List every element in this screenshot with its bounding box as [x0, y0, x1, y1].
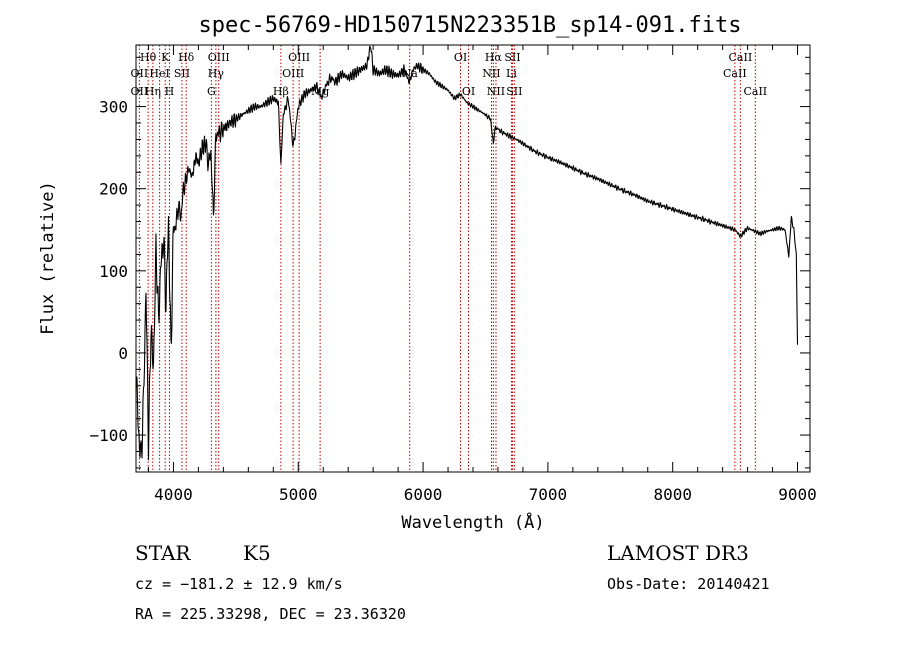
redshift-velocity: cz = −181.2 ± 12.9 km/s	[135, 575, 343, 593]
line-label-row3-7: NII	[487, 85, 505, 98]
line-label-row3-2: H	[165, 85, 175, 98]
x-axis-ticks: 4000 5000 6000 7000 8000 9000	[147, 45, 817, 504]
line-label-row1-4: OIII	[288, 51, 310, 64]
line-label-row2-2: SII	[174, 67, 190, 80]
line-label-row2-8: CaII	[723, 67, 747, 80]
observation-date: Obs-Date: 20140421	[607, 575, 770, 593]
line-label-row2-7: Li	[506, 67, 517, 80]
x-tick-label-3: 7000	[529, 485, 568, 504]
line-label-row1-1: K	[161, 51, 170, 64]
y-axis-label: Flux (relative)	[38, 181, 58, 335]
y-tick-label-0: −100	[89, 426, 128, 445]
line-label-row3-4: Hβ	[273, 85, 289, 98]
spectrum-line-0	[135, 45, 799, 461]
chart-title: spec-56769-HD150715N223351B_sp14-091.fit…	[198, 13, 741, 38]
line-label-row3-9: CaII	[743, 85, 767, 98]
y-tick-label-3: 200	[99, 180, 128, 199]
x-axis-label: Wavelength (Å)	[401, 511, 544, 533]
line-label-row1-0: Hθ	[140, 51, 157, 64]
line-label-row1-5: OI	[454, 51, 467, 64]
line-label-row3-6: OI	[462, 85, 475, 98]
line-label-row2-6: NII	[482, 67, 500, 80]
survey-name: LAMOST DR3	[607, 541, 749, 565]
line-label-row1-2: Hδ	[178, 51, 195, 64]
x-tick-label-4: 8000	[653, 485, 692, 504]
x-tick-label-0: 4000	[154, 485, 193, 504]
line-label-row3-5: Mg	[311, 85, 329, 98]
object-subclass: K5	[243, 541, 271, 565]
line-label-row1-8: CaII	[729, 51, 753, 64]
x-tick-label-2: 6000	[404, 485, 443, 504]
line-label-row2-1: HeI	[149, 67, 169, 80]
line-label-row1-7: SII	[504, 51, 520, 64]
y-axis-ticks: −100 0 100 200 300	[89, 56, 810, 469]
line-label-row3-3: G	[207, 85, 216, 98]
x-tick-label-1: 5000	[279, 485, 318, 504]
line-label-row3-0: OII	[131, 85, 149, 98]
y-tick-label-2: 100	[99, 262, 128, 281]
y-tick-label-4: 300	[99, 98, 128, 117]
line-label-row2-3: Hγ	[208, 67, 225, 80]
x-tick-label-5: 9000	[778, 485, 817, 504]
line-label-row3-1: Hη	[145, 85, 161, 98]
emission-line-markers	[138, 45, 756, 472]
line-label-row3-8: SII	[506, 85, 522, 98]
line-label-row1-3: OIII	[208, 51, 230, 64]
spectrum-series	[135, 45, 799, 461]
ra-dec-coordinates: RA = 225.33298, DEC = 23.36320	[135, 605, 406, 623]
line-label-row2-4: OIII	[282, 67, 304, 80]
object-class: STAR	[135, 541, 191, 565]
line-label-row1-6: Hα	[485, 51, 503, 64]
line-label-row2-5: Na	[402, 67, 419, 80]
y-tick-label-1: 0	[118, 344, 128, 363]
